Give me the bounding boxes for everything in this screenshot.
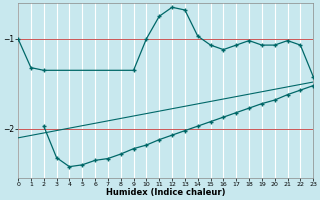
X-axis label: Humidex (Indice chaleur): Humidex (Indice chaleur)	[106, 188, 225, 197]
